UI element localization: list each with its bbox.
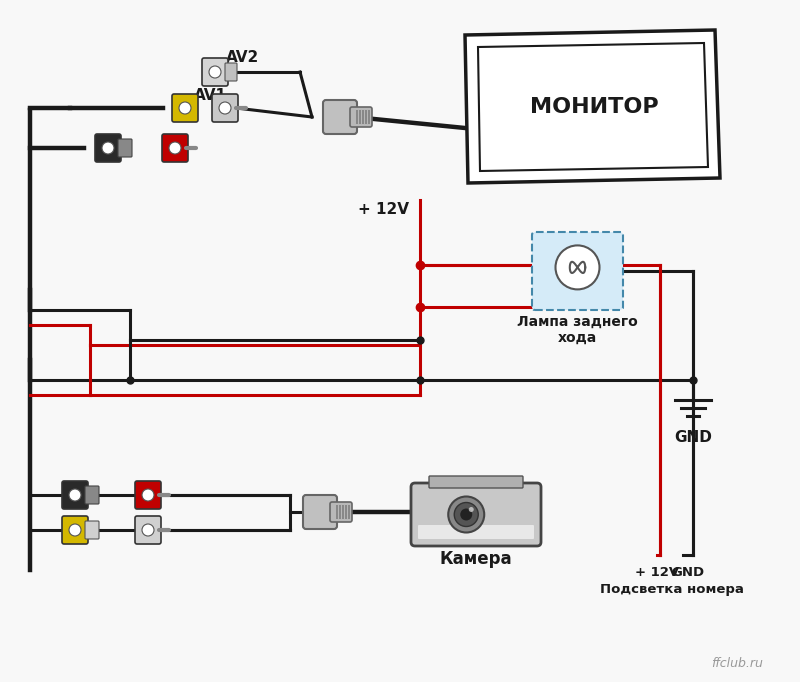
FancyBboxPatch shape <box>95 134 121 162</box>
Polygon shape <box>465 30 720 183</box>
Polygon shape <box>478 43 708 171</box>
FancyBboxPatch shape <box>62 481 88 509</box>
FancyBboxPatch shape <box>411 483 541 546</box>
Bar <box>339 505 341 519</box>
Bar <box>356 110 358 124</box>
Bar <box>336 505 338 519</box>
Text: + 12V: + 12V <box>635 565 679 578</box>
Bar <box>362 110 364 124</box>
Bar <box>368 110 370 124</box>
Circle shape <box>69 489 81 501</box>
Text: Камера: Камера <box>440 550 512 568</box>
Text: GND: GND <box>671 565 705 578</box>
FancyBboxPatch shape <box>135 516 161 544</box>
FancyBboxPatch shape <box>118 139 132 157</box>
Circle shape <box>460 509 472 520</box>
Text: Лампа заднего
хода: Лампа заднего хода <box>517 315 638 345</box>
Circle shape <box>219 102 231 114</box>
Text: + 12V: + 12V <box>358 203 409 218</box>
Circle shape <box>448 496 484 533</box>
Bar <box>345 505 347 519</box>
FancyBboxPatch shape <box>303 495 337 529</box>
FancyBboxPatch shape <box>85 486 99 504</box>
Circle shape <box>142 489 154 501</box>
FancyBboxPatch shape <box>202 58 228 86</box>
Bar <box>348 505 350 519</box>
Bar <box>365 110 367 124</box>
Circle shape <box>142 524 154 536</box>
Text: МОНИТОР: МОНИТОР <box>530 97 658 117</box>
FancyBboxPatch shape <box>62 516 88 544</box>
FancyBboxPatch shape <box>330 502 352 522</box>
Bar <box>342 505 344 519</box>
Circle shape <box>169 142 181 154</box>
FancyBboxPatch shape <box>172 94 198 122</box>
Circle shape <box>469 507 474 512</box>
FancyBboxPatch shape <box>418 525 534 539</box>
Circle shape <box>179 102 191 114</box>
FancyBboxPatch shape <box>350 107 372 127</box>
Text: AV2: AV2 <box>226 50 260 65</box>
Text: AV1: AV1 <box>194 87 226 102</box>
FancyBboxPatch shape <box>532 232 623 310</box>
Text: Подсветка номера: Подсветка номера <box>600 584 744 597</box>
FancyBboxPatch shape <box>429 476 523 488</box>
Circle shape <box>454 503 478 527</box>
FancyBboxPatch shape <box>323 100 357 134</box>
Text: ffclub.ru: ffclub.ru <box>711 657 763 670</box>
FancyBboxPatch shape <box>85 521 99 539</box>
Bar <box>359 110 361 124</box>
FancyBboxPatch shape <box>225 63 237 81</box>
Text: GND: GND <box>674 430 712 445</box>
Circle shape <box>209 66 221 78</box>
FancyBboxPatch shape <box>135 481 161 509</box>
FancyBboxPatch shape <box>212 94 238 122</box>
Circle shape <box>555 246 599 289</box>
FancyBboxPatch shape <box>162 134 188 162</box>
Circle shape <box>102 142 114 154</box>
Circle shape <box>69 524 81 536</box>
